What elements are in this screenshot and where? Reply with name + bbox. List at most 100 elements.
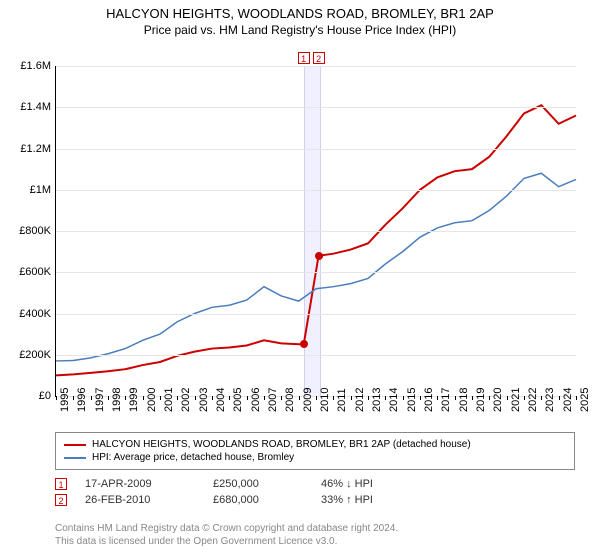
x-axis-tick bbox=[73, 396, 74, 400]
legend-swatch bbox=[64, 457, 86, 459]
x-axis-tick bbox=[385, 396, 386, 400]
transaction-row: 2 26-FEB-2010 £680,000 33% ↑ HPI bbox=[55, 494, 575, 506]
footnote-line: Contains HM Land Registry data © Crown c… bbox=[55, 522, 575, 535]
transaction-hpi-delta: 46% ↓ HPI bbox=[321, 478, 575, 490]
x-axis-tick-label: 2020 bbox=[492, 388, 504, 412]
transaction-price: £680,000 bbox=[213, 494, 303, 506]
x-axis-tick bbox=[125, 396, 126, 400]
transaction-price: £250,000 bbox=[213, 478, 303, 490]
x-axis-tick-label: 1995 bbox=[59, 388, 71, 412]
x-axis-tick bbox=[264, 396, 265, 400]
event-marker: 1 bbox=[298, 52, 310, 64]
x-axis-tick-label: 2022 bbox=[527, 388, 539, 412]
transaction-table: 1 17-APR-2009 £250,000 46% ↓ HPI 2 26-FEB-201… bbox=[55, 474, 575, 510]
transaction-row: 1 17-APR-2009 £250,000 46% ↓ HPI bbox=[55, 478, 575, 490]
gridline bbox=[56, 314, 576, 315]
x-axis-tick bbox=[212, 396, 213, 400]
x-axis-tick-label: 2018 bbox=[458, 388, 470, 412]
y-axis-tick-label: £1.4M bbox=[6, 101, 51, 113]
x-axis-tick bbox=[368, 396, 369, 400]
x-axis-tick bbox=[229, 396, 230, 400]
y-axis-tick-label: £1.2M bbox=[6, 143, 51, 155]
gridline bbox=[56, 355, 576, 356]
x-axis-tick-label: 2010 bbox=[319, 388, 331, 412]
x-axis-tick-label: 2013 bbox=[371, 388, 383, 412]
footnote-line: This data is licensed under the Open Gov… bbox=[55, 535, 575, 548]
x-axis-tick-label: 1997 bbox=[94, 388, 106, 412]
transaction-date: 26-FEB-2010 bbox=[85, 494, 195, 506]
chart-title: HALCYON HEIGHTS, WOODLANDS ROAD, BROMLEY… bbox=[0, 6, 600, 21]
legend-swatch bbox=[64, 444, 86, 446]
x-axis-tick-label: 1998 bbox=[111, 388, 123, 412]
x-axis-tick-label: 2011 bbox=[336, 388, 348, 412]
y-axis-tick-label: £600K bbox=[6, 266, 51, 278]
x-axis-tick-label: 2005 bbox=[232, 388, 244, 412]
data-point-marker bbox=[300, 340, 308, 348]
series-line bbox=[56, 105, 576, 375]
gridline bbox=[56, 231, 576, 232]
x-axis-tick-label: 1996 bbox=[76, 388, 88, 412]
event-marker: 2 bbox=[313, 52, 325, 64]
x-axis-tick bbox=[403, 396, 404, 400]
y-axis-tick-label: £800K bbox=[6, 225, 51, 237]
x-axis-tick-label: 2007 bbox=[267, 388, 279, 412]
x-axis-tick-label: 2009 bbox=[302, 388, 314, 412]
x-axis-tick bbox=[541, 396, 542, 400]
x-axis-tick-label: 2015 bbox=[406, 388, 418, 412]
gridline bbox=[56, 190, 576, 191]
gridline bbox=[56, 149, 576, 150]
x-axis-tick-label: 2004 bbox=[215, 388, 227, 412]
y-axis-tick-label: £400K bbox=[6, 308, 51, 320]
legend-label: HALCYON HEIGHTS, WOODLANDS ROAD, BROMLEY… bbox=[92, 439, 471, 450]
x-axis-tick-label: 2001 bbox=[163, 388, 175, 412]
x-axis-tick-label: 2002 bbox=[180, 388, 192, 412]
x-axis-tick-label: 2006 bbox=[250, 388, 262, 412]
x-axis-tick-label: 2014 bbox=[388, 388, 400, 412]
x-axis-tick-label: 2012 bbox=[354, 388, 366, 412]
transaction-hpi-delta: 33% ↑ HPI bbox=[321, 494, 575, 506]
x-axis-tick bbox=[507, 396, 508, 400]
x-axis-tick-label: 2019 bbox=[475, 388, 487, 412]
y-axis-tick-label: £1.6M bbox=[6, 60, 51, 72]
gridline bbox=[56, 107, 576, 108]
x-axis-tick-label: 2025 bbox=[579, 388, 591, 412]
x-axis-tick-label: 2008 bbox=[284, 388, 296, 412]
x-axis-tick bbox=[455, 396, 456, 400]
chart-plot-area: £0£200K£400K£600K£800K£1M£1.2M£1.4M£1.6M… bbox=[55, 66, 575, 396]
chart-subtitle: Price paid vs. HM Land Registry's House … bbox=[0, 23, 600, 37]
x-axis-tick bbox=[472, 396, 473, 400]
x-axis-tick bbox=[108, 396, 109, 400]
x-axis-tick bbox=[299, 396, 300, 400]
data-point-marker bbox=[315, 252, 323, 260]
x-axis-tick-label: 1999 bbox=[128, 388, 140, 412]
x-axis-tick bbox=[333, 396, 334, 400]
x-axis-tick bbox=[524, 396, 525, 400]
x-axis-tick-label: 2017 bbox=[440, 388, 452, 412]
legend-item: HPI: Average price, detached house, Brom… bbox=[64, 452, 566, 463]
x-axis-tick bbox=[559, 396, 560, 400]
chart-container: { "title": "HALCYON HEIGHTS, WOODLANDS R… bbox=[0, 6, 600, 560]
x-axis-tick bbox=[316, 396, 317, 400]
x-axis-tick bbox=[247, 396, 248, 400]
x-axis-tick bbox=[351, 396, 352, 400]
x-axis-tick-label: 2024 bbox=[562, 388, 574, 412]
legend-label: HPI: Average price, detached house, Brom… bbox=[92, 452, 294, 463]
x-axis-tick bbox=[160, 396, 161, 400]
y-axis-tick-label: £200K bbox=[6, 349, 51, 361]
x-axis-tick bbox=[420, 396, 421, 400]
transaction-marker: 1 bbox=[55, 478, 67, 490]
x-axis-tick bbox=[91, 396, 92, 400]
x-axis-tick bbox=[576, 396, 577, 400]
gridline bbox=[56, 272, 576, 273]
x-axis-tick bbox=[489, 396, 490, 400]
x-axis-tick-label: 2003 bbox=[198, 388, 210, 412]
legend-box: HALCYON HEIGHTS, WOODLANDS ROAD, BROMLEY… bbox=[55, 432, 575, 470]
x-axis-tick bbox=[56, 396, 57, 400]
x-axis-tick bbox=[195, 396, 196, 400]
transaction-date: 17-APR-2009 bbox=[85, 478, 195, 490]
gridline bbox=[56, 66, 576, 67]
transaction-marker: 2 bbox=[55, 494, 67, 506]
x-axis-tick-label: 2000 bbox=[146, 388, 158, 412]
x-axis-tick-label: 2023 bbox=[544, 388, 556, 412]
x-axis-tick bbox=[281, 396, 282, 400]
